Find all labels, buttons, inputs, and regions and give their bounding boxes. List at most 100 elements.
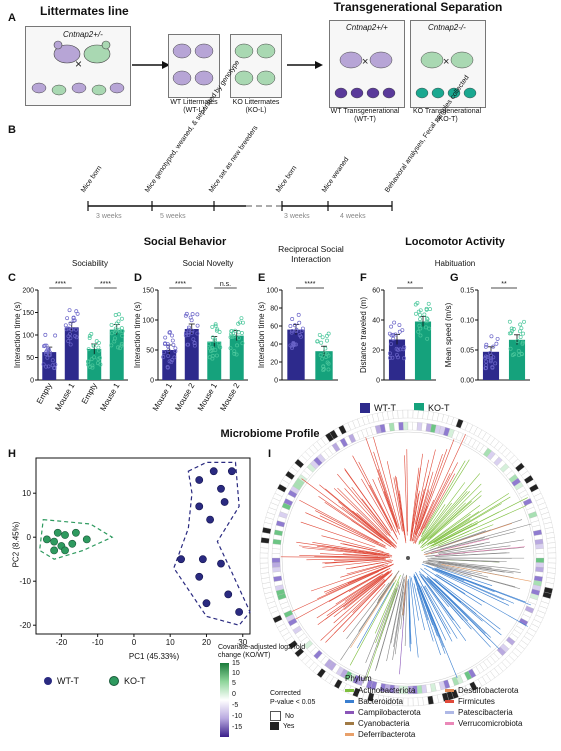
phylum-label: Firmicutes (458, 697, 495, 706)
panel-c-data-point (119, 343, 124, 348)
tree-branch (436, 523, 513, 549)
tree-branch (291, 571, 379, 612)
panel-d-data-point (218, 345, 223, 350)
significance-cell (547, 547, 557, 554)
significance-cell (547, 562, 557, 569)
significance-cell (547, 552, 557, 559)
pvalue-label: P-value < 0.05 (270, 699, 316, 706)
panel-c-data-point (47, 353, 52, 358)
tree-branch (376, 570, 400, 604)
wt-data-point (220, 498, 229, 506)
panel-g-data-point (518, 329, 522, 334)
panel-e-data-point (318, 353, 323, 358)
fold-change-cell (407, 421, 413, 431)
panel-f-data-point (398, 347, 403, 352)
tree-inner-circle (281, 431, 535, 685)
tree-branch (414, 459, 429, 525)
significance-cell (402, 697, 409, 707)
tree-branch (439, 562, 514, 574)
tree-branch (427, 513, 471, 545)
pca-x-tick-label: 10 (166, 638, 175, 647)
panel-c-bar (42, 352, 57, 380)
panel-e-data-point (290, 328, 295, 333)
panel-c-data-point (66, 339, 71, 344)
panel-d-data-point (163, 335, 168, 340)
tree-branch (333, 488, 397, 548)
pca-wt-dot (44, 677, 52, 685)
tree-branch (361, 498, 398, 544)
panel-g-data-point (489, 334, 494, 339)
panel-g-data-point (512, 352, 517, 357)
panel-d-data-point (229, 329, 234, 334)
tree-branch (433, 578, 477, 615)
panel-f-data-point (391, 336, 396, 341)
wt-data-point (206, 515, 215, 524)
panel-c-tick-label: 0 (30, 378, 34, 385)
tree-branch (312, 542, 393, 556)
tree-branch (315, 510, 379, 544)
panel-c-tick-label: 150 (22, 310, 34, 317)
tree-branch (434, 567, 526, 603)
panel-e-tick-label: 60 (270, 324, 278, 331)
wt-transgenerational-label: WT Transgenerational (330, 108, 400, 115)
tree-branch (386, 461, 403, 532)
phylum-label: Bacteroidota (358, 697, 403, 706)
panel-g-data-point (483, 344, 488, 349)
microbiome-profile-title: Microbiome Profile (220, 428, 320, 440)
panel-e-data-point (319, 340, 324, 345)
pca-y-tick-label: -10 (19, 577, 31, 586)
significance-cell (407, 409, 414, 419)
panel-g-y-label: Mean speed (m/s) (444, 302, 453, 367)
panel-g-data-point (521, 331, 526, 336)
tree-branch (344, 469, 389, 531)
panel-d-data-point (187, 325, 191, 330)
wt-data-point (202, 599, 211, 608)
tree-branch (322, 559, 392, 568)
pca-x-tick-label: -20 (56, 638, 68, 647)
tree-branch (373, 436, 400, 529)
heat-tick-5: -5 (232, 702, 239, 709)
tree-branch (429, 530, 470, 549)
yes-swatch (270, 722, 279, 730)
panel-e-data-point (321, 364, 326, 369)
panel-g-data-point (509, 326, 514, 331)
panel-c-data-point (117, 327, 122, 332)
heat-tick-1: 15 (232, 660, 240, 667)
tree-branch (349, 579, 397, 666)
tree-branch (419, 573, 454, 621)
tree-branch (320, 579, 386, 641)
phylum-label: Desulfobacterota (458, 686, 519, 695)
panel-c-data-point (120, 333, 125, 338)
interval-3: 3 weeks (284, 213, 310, 220)
panel-c-data-point (119, 342, 124, 346)
tree-branch (427, 560, 521, 573)
panel-g-bar (508, 339, 526, 380)
wt-legend-swatch (360, 403, 370, 413)
tree-branch (356, 512, 392, 544)
panel-c-data-point (86, 359, 90, 364)
arrow-to-transgenerational (287, 61, 323, 69)
panel-a-title-left: Littermates line (40, 4, 129, 18)
panel-f-data-point (393, 332, 398, 337)
tree-branch (404, 455, 408, 536)
panel-c-data-point (68, 336, 73, 341)
tree-branch (394, 475, 405, 536)
ko-transgenerational-genotype: Cntnap2-/- (428, 23, 466, 32)
tree-branch (324, 502, 384, 542)
phylum-legend-item: Actinobacteriota (345, 686, 415, 695)
significance-cell (422, 696, 429, 706)
fold-change-cell (535, 548, 545, 554)
panel-e-data-point (317, 332, 322, 337)
panel-g-tick-label: 0.10 (460, 318, 474, 325)
tree-branch (429, 490, 482, 539)
panel-f-data-point (391, 332, 396, 337)
tree-branch (420, 495, 482, 548)
panel-g-tick-label: 0.15 (460, 288, 474, 295)
tree-branch (438, 524, 494, 547)
panel-d-data-point (235, 343, 239, 348)
tree-branch (435, 497, 528, 545)
pca-y-tick-label: 0 (27, 533, 32, 542)
tree-branch (414, 471, 434, 535)
panel-d-data-point (186, 332, 191, 337)
tree-branch (438, 545, 511, 555)
